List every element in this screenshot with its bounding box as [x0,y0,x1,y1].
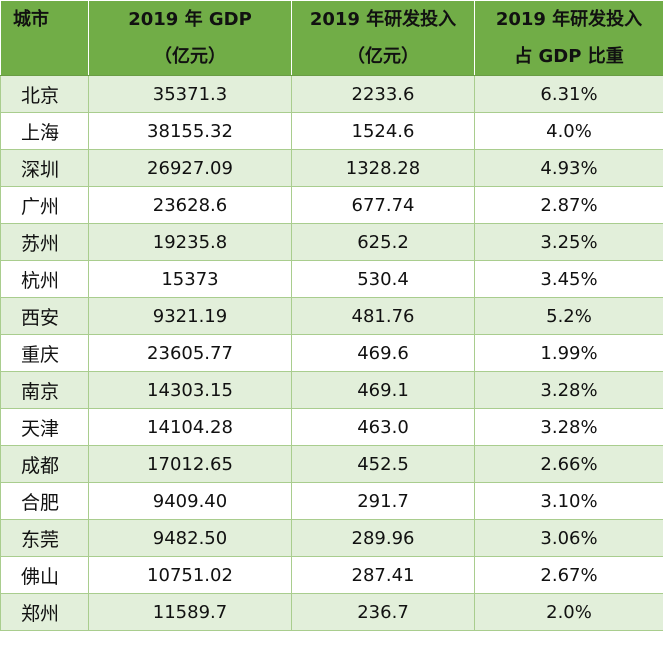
table-row: 深圳 26927.09 1328.28 4.93% [0,149,663,187]
cell-rd-investment: 2233.6 [291,75,475,113]
cell-city: 重庆 [0,334,89,372]
table-header: 城市 2019 年 GDP （亿元） 2019 年研发投入 （亿元） 2019 … [0,0,663,76]
column-header-gdp-line1: 2019 年 GDP [128,9,252,30]
cell-rd-investment: 291.7 [291,482,475,520]
cell-gdp: 19235.8 [88,223,292,261]
cell-rd-ratio: 3.45% [474,260,663,298]
table-row: 郑州 11589.7 236.7 2.0% [0,593,663,631]
cell-rd-investment: 481.76 [291,297,475,335]
cell-rd-investment: 677.74 [291,186,475,224]
cell-rd-investment: 236.7 [291,593,475,631]
cell-rd-ratio: 2.87% [474,186,663,224]
cell-gdp: 9409.40 [88,482,292,520]
header-row: 城市 2019 年 GDP （亿元） 2019 年研发投入 （亿元） 2019 … [0,0,663,76]
table-row: 重庆 23605.77 469.6 1.99% [0,334,663,372]
cell-gdp: 14303.15 [88,371,292,409]
column-header-gdp: 2019 年 GDP （亿元） [88,0,292,76]
column-header-ratio: 2019 年研发投入 占 GDP 比重 [474,0,663,76]
table-row: 西安 9321.19 481.76 5.2% [0,297,663,335]
cell-rd-ratio: 4.93% [474,149,663,187]
column-header-rd-line1: 2019 年研发投入 [309,9,457,30]
cell-city: 深圳 [0,149,89,187]
cell-city: 北京 [0,75,89,113]
cell-city: 东莞 [0,519,89,557]
cell-gdp: 14104.28 [88,408,292,446]
cell-gdp: 10751.02 [88,556,292,594]
cell-rd-ratio: 3.10% [474,482,663,520]
cell-rd-ratio: 3.06% [474,519,663,557]
rd-investment-table: 城市 2019 年 GDP （亿元） 2019 年研发投入 （亿元） 2019 … [0,0,663,631]
cell-gdp: 23605.77 [88,334,292,372]
cell-rd-investment: 463.0 [291,408,475,446]
table-row: 东莞 9482.50 289.96 3.06% [0,519,663,557]
cell-rd-investment: 287.41 [291,556,475,594]
column-header-city-label: 城市 [13,9,49,30]
table-row: 成都 17012.65 452.5 2.66% [0,445,663,483]
cell-gdp: 9321.19 [88,297,292,335]
cell-gdp: 26927.09 [88,149,292,187]
cell-city: 郑州 [0,593,89,631]
cell-gdp: 38155.32 [88,112,292,150]
table-body: 北京 35371.3 2233.6 6.31% 上海 38155.32 1524.6 4.0%… [0,75,663,631]
cell-city: 合肥 [0,482,89,520]
cell-rd-ratio: 2.66% [474,445,663,483]
cell-city: 杭州 [0,260,89,298]
cell-city: 苏州 [0,223,89,261]
cell-rd-investment: 1524.6 [291,112,475,150]
cell-rd-ratio: 3.28% [474,408,663,446]
cell-city: 上海 [0,112,89,150]
cell-gdp: 11589.7 [88,593,292,631]
cell-rd-investment: 469.1 [291,371,475,409]
cell-rd-ratio: 2.0% [474,593,663,631]
cell-gdp: 35371.3 [88,75,292,113]
table-row: 天津 14104.28 463.0 3.28% [0,408,663,446]
cell-rd-ratio: 4.0% [474,112,663,150]
cell-rd-ratio: 3.28% [474,371,663,409]
table-row: 杭州 15373 530.4 3.45% [0,260,663,298]
cell-rd-investment: 1328.28 [291,149,475,187]
table-row: 上海 38155.32 1524.6 4.0% [0,112,663,150]
cell-city: 佛山 [0,556,89,594]
cell-rd-investment: 530.4 [291,260,475,298]
column-header-gdp-line2: （亿元） [154,46,226,67]
cell-rd-investment: 469.6 [291,334,475,372]
cell-rd-investment: 289.96 [291,519,475,557]
cell-rd-ratio: 1.99% [474,334,663,372]
cell-rd-ratio: 5.2% [474,297,663,335]
column-header-ratio-line2: 占 GDP 比重 [514,46,624,67]
column-header-rd: 2019 年研发投入 （亿元） [291,0,475,76]
table-row: 南京 14303.15 469.1 3.28% [0,371,663,409]
cell-rd-investment: 625.2 [291,223,475,261]
cell-rd-investment: 452.5 [291,445,475,483]
cell-city: 天津 [0,408,89,446]
cell-gdp: 23628.6 [88,186,292,224]
cell-rd-ratio: 3.25% [474,223,663,261]
cell-gdp: 9482.50 [88,519,292,557]
cell-gdp: 15373 [88,260,292,298]
cell-rd-ratio: 2.67% [474,556,663,594]
column-header-ratio-line1: 2019 年研发投入 [495,9,643,30]
column-header-city: 城市 [0,0,89,76]
cell-city: 成都 [0,445,89,483]
table-row: 佛山 10751.02 287.41 2.67% [0,556,663,594]
table-row: 苏州 19235.8 625.2 3.25% [0,223,663,261]
cell-rd-ratio: 6.31% [474,75,663,113]
cell-city: 西安 [0,297,89,335]
cell-city: 南京 [0,371,89,409]
table-row: 北京 35371.3 2233.6 6.31% [0,75,663,113]
column-header-rd-line2: （亿元） [347,46,419,67]
table-row: 广州 23628.6 677.74 2.87% [0,186,663,224]
cell-gdp: 17012.65 [88,445,292,483]
cell-city: 广州 [0,186,89,224]
table-row: 合肥 9409.40 291.7 3.10% [0,482,663,520]
